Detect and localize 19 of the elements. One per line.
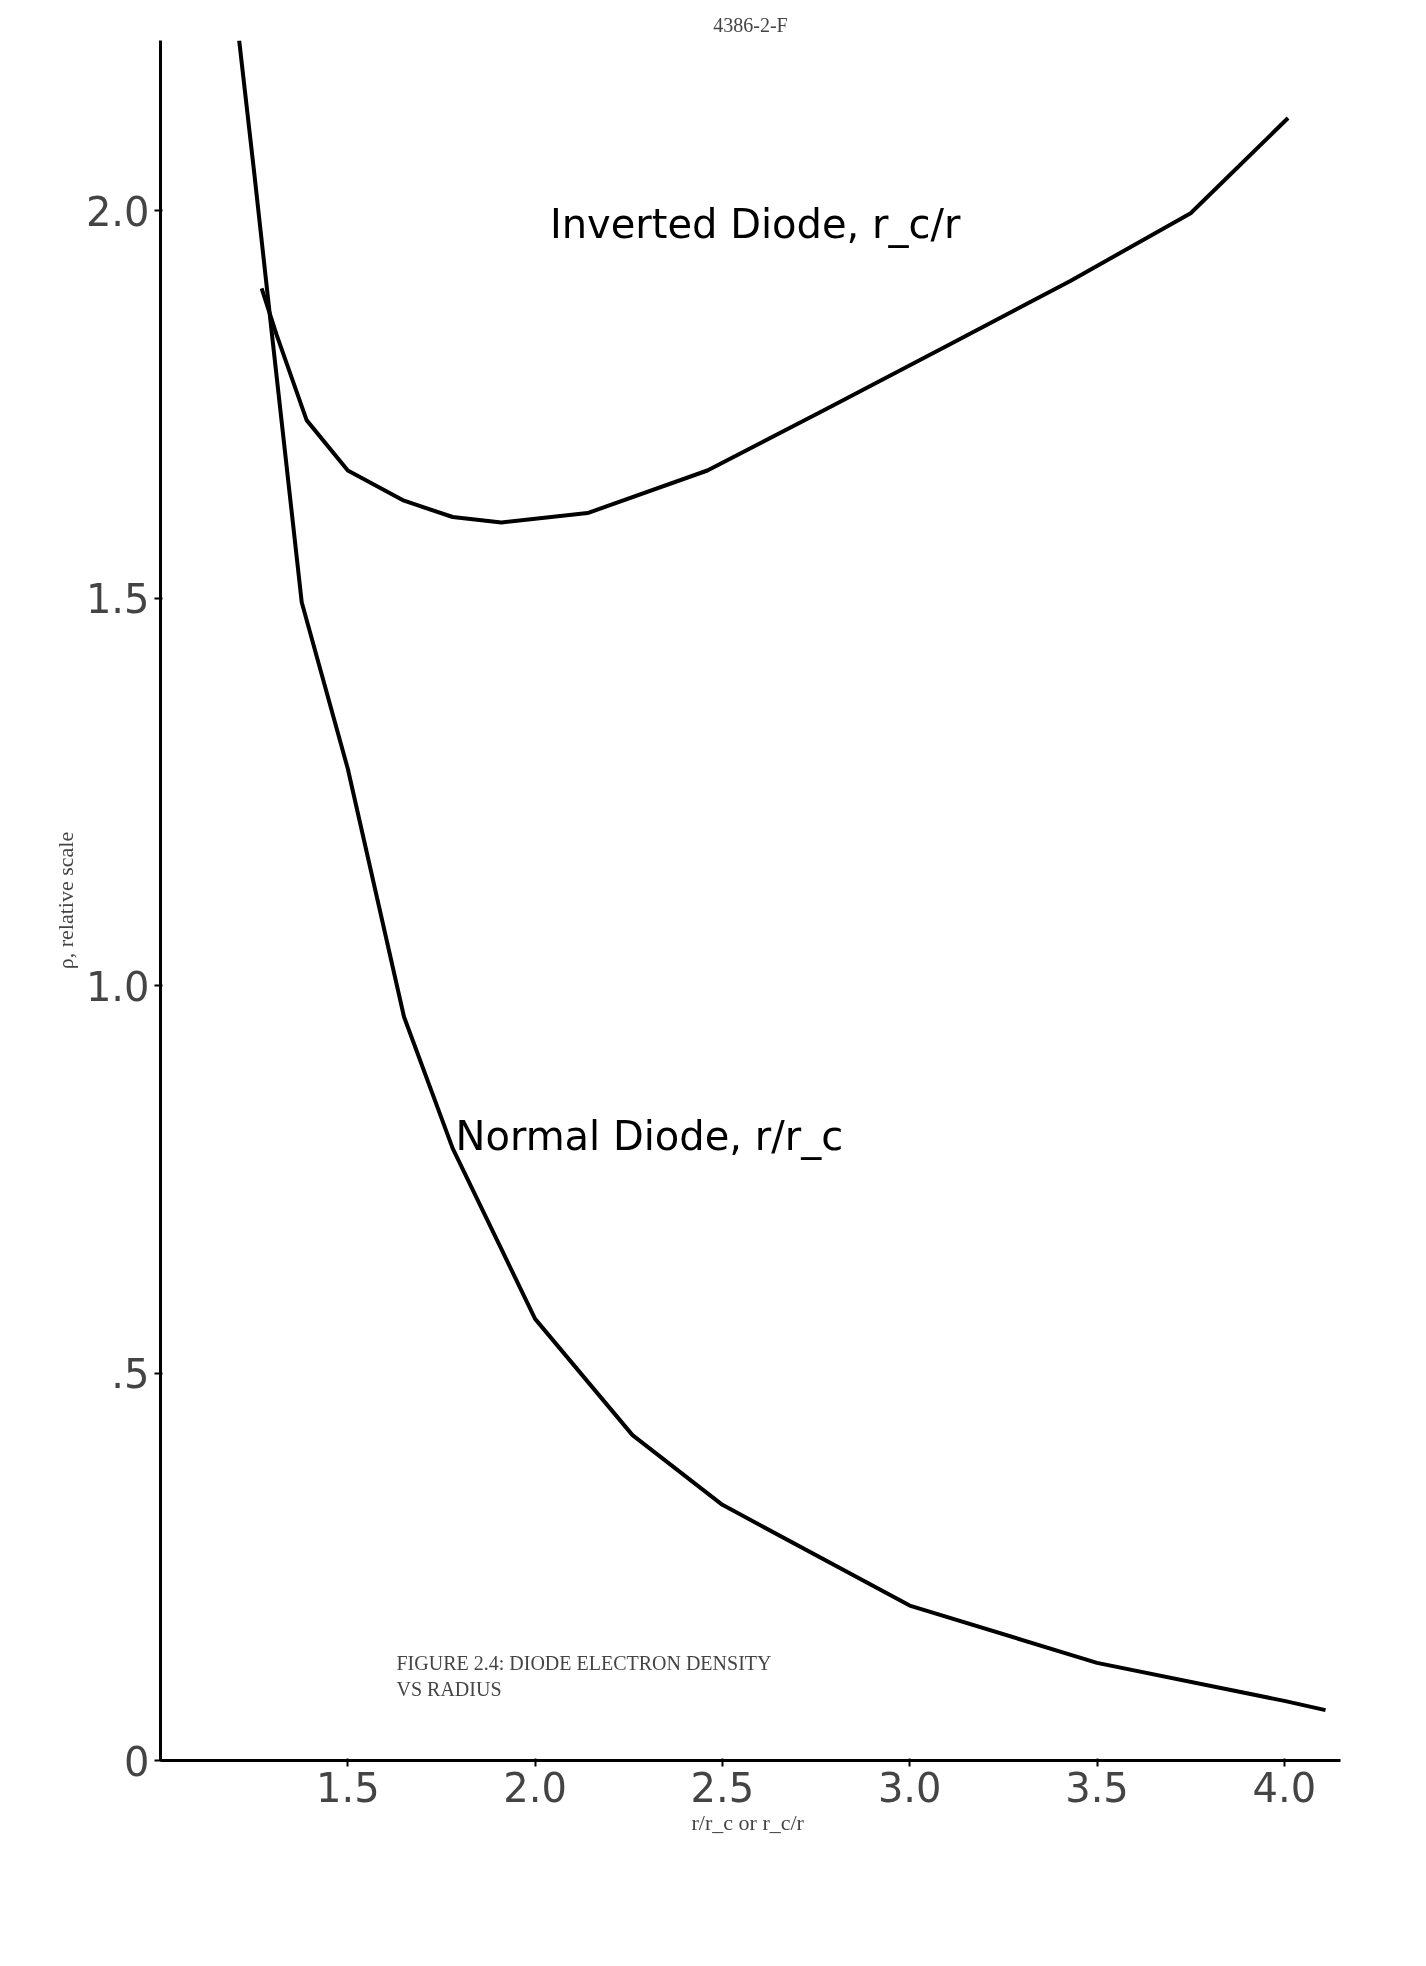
- x-axis-title: r/r_c or r_c/r: [691, 1809, 805, 1835]
- y-tick-label: .5: [111, 1351, 150, 1398]
- y-tick-label: 1.5: [85, 576, 150, 623]
- x-tick-label: 1.5: [315, 1764, 380, 1811]
- series-label: Normal Diode, r/r_c: [455, 1112, 844, 1160]
- y-tick-label: 2.0: [85, 188, 150, 235]
- text: 4386-2-F: [713, 13, 788, 36]
- x-tick-label: 2.0: [503, 1764, 567, 1811]
- x-tick-label: 2.5: [690, 1764, 755, 1811]
- annotation: FIGURE 2.4: DIODE ELECTRON DENSITY VS RADIUS: [396, 1651, 772, 1701]
- x-tick-label: 4.0: [1252, 1764, 1317, 1811]
- x-tick-label: 3.5: [1065, 1764, 1129, 1811]
- y-axis-title: ρ, relative scale: [52, 831, 78, 970]
- line-series: [259, 115, 1291, 525]
- y-tick-label: 0: [124, 1738, 150, 1785]
- y-tick-label: 1.0: [85, 963, 150, 1010]
- text: Inverted Diode, r_c/r: [549, 200, 961, 248]
- x-tick-label: 3.0: [877, 1764, 942, 1811]
- line-series: [237, 40, 1328, 1713]
